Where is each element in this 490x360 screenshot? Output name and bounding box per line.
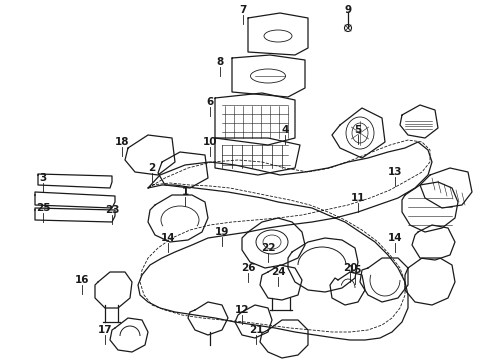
Text: 26: 26 xyxy=(241,263,255,273)
Text: 21: 21 xyxy=(249,325,263,335)
Text: 13: 13 xyxy=(388,167,402,177)
Text: 7: 7 xyxy=(239,5,246,15)
Text: 5: 5 xyxy=(354,125,362,135)
Text: 10: 10 xyxy=(203,137,217,147)
Text: 11: 11 xyxy=(351,193,365,203)
Text: 15: 15 xyxy=(348,265,362,275)
Text: 23: 23 xyxy=(105,205,119,215)
Text: 12: 12 xyxy=(235,305,249,315)
Text: 24: 24 xyxy=(270,267,285,277)
Text: 2: 2 xyxy=(148,163,156,173)
Text: 6: 6 xyxy=(206,97,214,107)
Text: 25: 25 xyxy=(36,203,50,213)
Text: 19: 19 xyxy=(215,227,229,237)
Text: 20: 20 xyxy=(343,263,357,273)
Text: 9: 9 xyxy=(344,5,351,15)
Text: 4: 4 xyxy=(281,125,289,135)
Text: 16: 16 xyxy=(75,275,89,285)
Text: 3: 3 xyxy=(39,173,47,183)
Text: 8: 8 xyxy=(217,57,223,67)
Text: 18: 18 xyxy=(115,137,129,147)
Text: 22: 22 xyxy=(261,243,275,253)
Text: 17: 17 xyxy=(98,325,112,335)
Text: 14: 14 xyxy=(161,233,175,243)
Text: 14: 14 xyxy=(388,233,402,243)
Text: 1: 1 xyxy=(181,187,189,197)
